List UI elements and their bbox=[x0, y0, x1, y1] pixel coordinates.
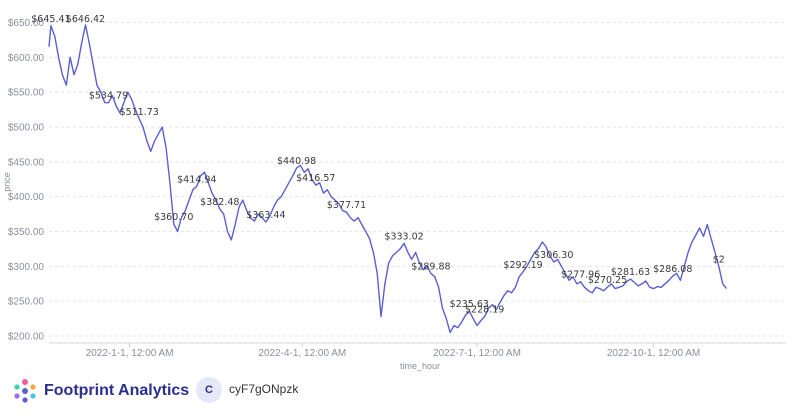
footprint-logo-icon bbox=[14, 379, 36, 403]
data-label: $645.41 bbox=[31, 14, 70, 25]
author-avatar[interactable]: C bbox=[196, 377, 222, 403]
footer: Footprint Analytics C cyF7gONpzk bbox=[0, 372, 800, 420]
x-axis-ticks: 2022-1-1, 12:00 AM 2022-4-1, 12:00 AM 2022… bbox=[86, 343, 700, 359]
y-tick-label: $300.00 bbox=[8, 262, 45, 273]
data-label: $286.08 bbox=[653, 264, 692, 275]
author-name[interactable]: cyF7gONpzk bbox=[229, 382, 299, 396]
y-tick-label: $550.00 bbox=[8, 88, 45, 99]
data-label: $414.94 bbox=[177, 174, 216, 185]
data-labels: $645.41$646.42 $534.79 $511.73 $360.70 $414.… bbox=[31, 14, 725, 315]
brand-logo[interactable]: Footprint Analytics bbox=[12, 378, 189, 404]
y-tick-label: $350.00 bbox=[8, 227, 45, 238]
data-label: $416.57 bbox=[296, 173, 335, 184]
y-axis-title: price bbox=[2, 172, 12, 192]
y-tick-label: $200.00 bbox=[8, 332, 45, 343]
y-tick-label: $250.00 bbox=[8, 297, 45, 308]
data-label: $292.19 bbox=[503, 260, 542, 271]
data-label: $2 bbox=[713, 254, 725, 265]
y-tick-label: $500.00 bbox=[8, 122, 45, 133]
data-label: $377.71 bbox=[327, 200, 366, 211]
x-tick-label: 2022-1-1, 12:00 AM bbox=[86, 348, 174, 359]
y-tick-label: $400.00 bbox=[8, 192, 45, 203]
data-label: $281.63 bbox=[611, 267, 650, 278]
price-line-chart: $200.00 $250.00 $300.00 $350.00 $400.00 $450.… bbox=[2, 14, 786, 371]
data-label: $511.73 bbox=[120, 107, 159, 118]
price-series-line bbox=[48, 24, 728, 334]
data-label: $440.98 bbox=[277, 156, 316, 167]
data-label: $235.63 bbox=[450, 299, 489, 310]
data-label: $333.02 bbox=[384, 231, 423, 242]
data-label: $289.88 bbox=[411, 261, 450, 272]
y-tick-label: $600.00 bbox=[8, 53, 45, 64]
data-label: $363.44 bbox=[246, 210, 285, 221]
x-tick-label: 2022-7-1, 12:00 AM bbox=[433, 348, 521, 359]
x-axis-title: time_hour bbox=[400, 361, 440, 371]
data-label: $360.70 bbox=[154, 212, 193, 223]
x-tick-label: 2022-4-1, 12:00 AM bbox=[258, 348, 346, 359]
data-label: $270.25 bbox=[588, 275, 627, 286]
y-tick-label: $650.00 bbox=[8, 18, 45, 29]
data-label: $534.79 bbox=[89, 91, 128, 102]
data-label: $382.48 bbox=[200, 197, 239, 208]
data-label: $306.30 bbox=[534, 250, 573, 261]
data-label: $277.96 bbox=[561, 270, 600, 281]
x-tick-label: 2022-10-1, 12:00 AM bbox=[607, 348, 700, 359]
data-label: $228.19 bbox=[465, 304, 504, 315]
y-tick-label: $450.00 bbox=[8, 157, 45, 168]
grid-lines bbox=[49, 21, 786, 337]
brand-name: Footprint Analytics bbox=[44, 382, 190, 399]
y-axis-ticks: $200.00 $250.00 $300.00 $350.00 $400.00 $450.… bbox=[8, 18, 45, 343]
data-label: $646.42 bbox=[66, 14, 105, 25]
